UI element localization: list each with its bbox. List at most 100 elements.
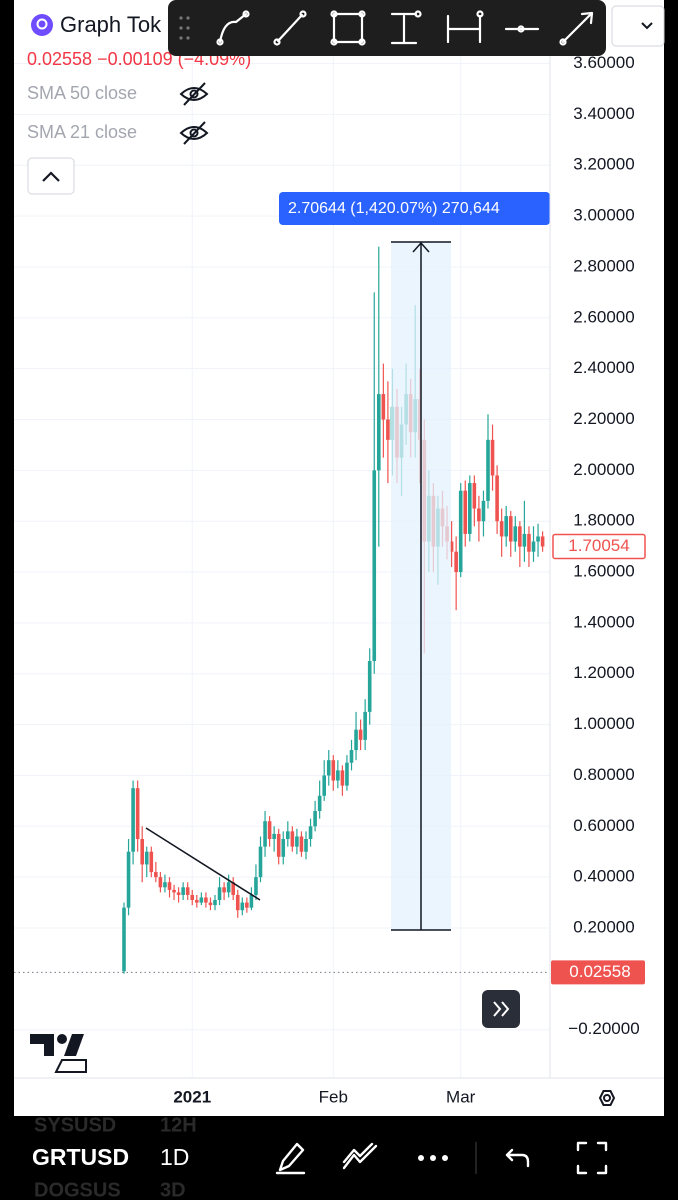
candle-body	[381, 394, 386, 420]
tool-path[interactable]	[216, 10, 250, 46]
candle-body	[504, 516, 508, 537]
y-tick-label: 0.20000	[573, 917, 634, 936]
price-label: 1.70054	[568, 536, 629, 555]
hidden-icon[interactable]	[179, 82, 209, 106]
candle-body	[499, 521, 504, 537]
price-label-box	[551, 960, 645, 985]
y-tick-label: 3.00000	[573, 206, 634, 225]
draw-button[interactable]	[275, 1142, 306, 1175]
candle-body	[363, 711, 367, 740]
tool-rectangle[interactable]	[330, 10, 366, 46]
candle-body	[167, 882, 172, 890]
tool-arrow[interactable]	[559, 11, 594, 46]
candle-body	[208, 902, 213, 906]
candle-body	[263, 821, 267, 847]
candle-body	[377, 394, 381, 471]
y-tick-label: 2.40000	[573, 358, 634, 377]
more-button[interactable]	[418, 1155, 448, 1161]
y-tick-label: 0.80000	[573, 765, 634, 784]
symbol-button[interactable]: GRTUSD	[32, 1144, 129, 1170]
candle-body	[144, 851, 149, 865]
hidden-icon[interactable]	[179, 121, 209, 145]
y-tick-label: 1.40000	[573, 612, 634, 631]
indicator-label[interactable]: SMA 21 close	[27, 122, 137, 142]
candle-body	[286, 831, 290, 840]
symbol-name[interactable]: Graph Tok	[60, 12, 162, 37]
ghost-symbol: DOGSUS	[34, 1179, 121, 1200]
candle-body	[486, 439, 490, 501]
candle-body	[449, 541, 454, 552]
candle-body	[372, 470, 377, 662]
symbol-logo-mark	[36, 18, 48, 30]
candle-body	[336, 770, 340, 781]
x-tick-label: Feb	[319, 1087, 348, 1106]
candle-body	[481, 500, 486, 522]
candle-body	[531, 541, 536, 552]
candle-body	[122, 907, 126, 972]
fullscreen-button[interactable]	[576, 1141, 608, 1175]
tool-horizontal-ray[interactable]	[504, 25, 540, 33]
candle-body	[213, 900, 217, 906]
y-tick-label: 1.80000	[573, 511, 634, 530]
candle-body	[468, 483, 472, 534]
candle-body	[249, 894, 254, 908]
candle-body	[185, 887, 190, 895]
candle-body	[495, 475, 499, 522]
dropdown[interactable]	[611, 5, 665, 47]
trend-line	[145, 827, 261, 901]
candle-body	[154, 872, 158, 878]
y-tick-label: 3.60000	[573, 53, 634, 72]
undo-button[interactable]	[505, 1148, 530, 1168]
collapse-button[interactable]	[27, 157, 75, 195]
candle-body	[240, 902, 245, 911]
candle-body	[231, 882, 235, 895]
candle-body	[508, 516, 513, 542]
indicators-button[interactable]	[342, 1142, 378, 1170]
scroll-icon	[493, 1001, 510, 1017]
y-tick-label: −0.20000	[568, 1019, 639, 1038]
dropdown-icon	[641, 22, 653, 30]
y-tick-label: 2.60000	[573, 307, 634, 326]
candle-body	[326, 760, 331, 776]
candle-body	[472, 483, 477, 509]
candle-body	[140, 839, 144, 865]
candle-body	[477, 508, 481, 522]
candle-body	[358, 729, 363, 740]
candle-body	[317, 795, 322, 812]
y-tick-label: 2.20000	[573, 409, 634, 428]
candle-body	[340, 770, 345, 786]
candle-body	[245, 902, 249, 908]
symbol-logo	[31, 14, 53, 36]
tool-date-range[interactable]	[446, 10, 484, 44]
tool-trend-line[interactable]	[273, 10, 307, 46]
candle-body	[181, 887, 185, 895]
y-tick-label: 1.60000	[573, 562, 634, 581]
settings-button[interactable]	[598, 1090, 616, 1106]
candle-body	[458, 490, 463, 573]
candle-body	[518, 526, 522, 547]
interval-button[interactable]: 1D	[160, 1144, 189, 1170]
ghost-interval: 3D	[160, 1179, 186, 1200]
indicator-label[interactable]: SMA 50 close	[27, 83, 137, 103]
drawing-toolbar	[168, 0, 606, 56]
candle-body	[176, 892, 181, 895]
candle-body	[513, 526, 518, 542]
candle-body	[527, 533, 531, 552]
measure-label-box	[279, 192, 550, 225]
candle-body	[349, 750, 354, 763]
tool-price-range[interactable]	[390, 10, 422, 45]
candle-body	[204, 897, 208, 903]
measure-arrow-head	[412, 241, 430, 253]
y-tick-label: 0.60000	[573, 816, 634, 835]
candle-body	[386, 419, 390, 440]
candle-body	[490, 439, 495, 476]
ghost-symbol: SYSUSD	[34, 1114, 116, 1136]
candle-body	[308, 826, 313, 840]
candle-body	[313, 811, 317, 827]
x-tick-label: Mar	[446, 1087, 476, 1106]
toolbar-grip[interactable]	[179, 16, 190, 40]
candle-body	[131, 788, 135, 852]
price-label: 0.02558	[569, 962, 630, 981]
candle-body	[354, 729, 358, 751]
y-tick-label: 2.80000	[573, 256, 634, 275]
